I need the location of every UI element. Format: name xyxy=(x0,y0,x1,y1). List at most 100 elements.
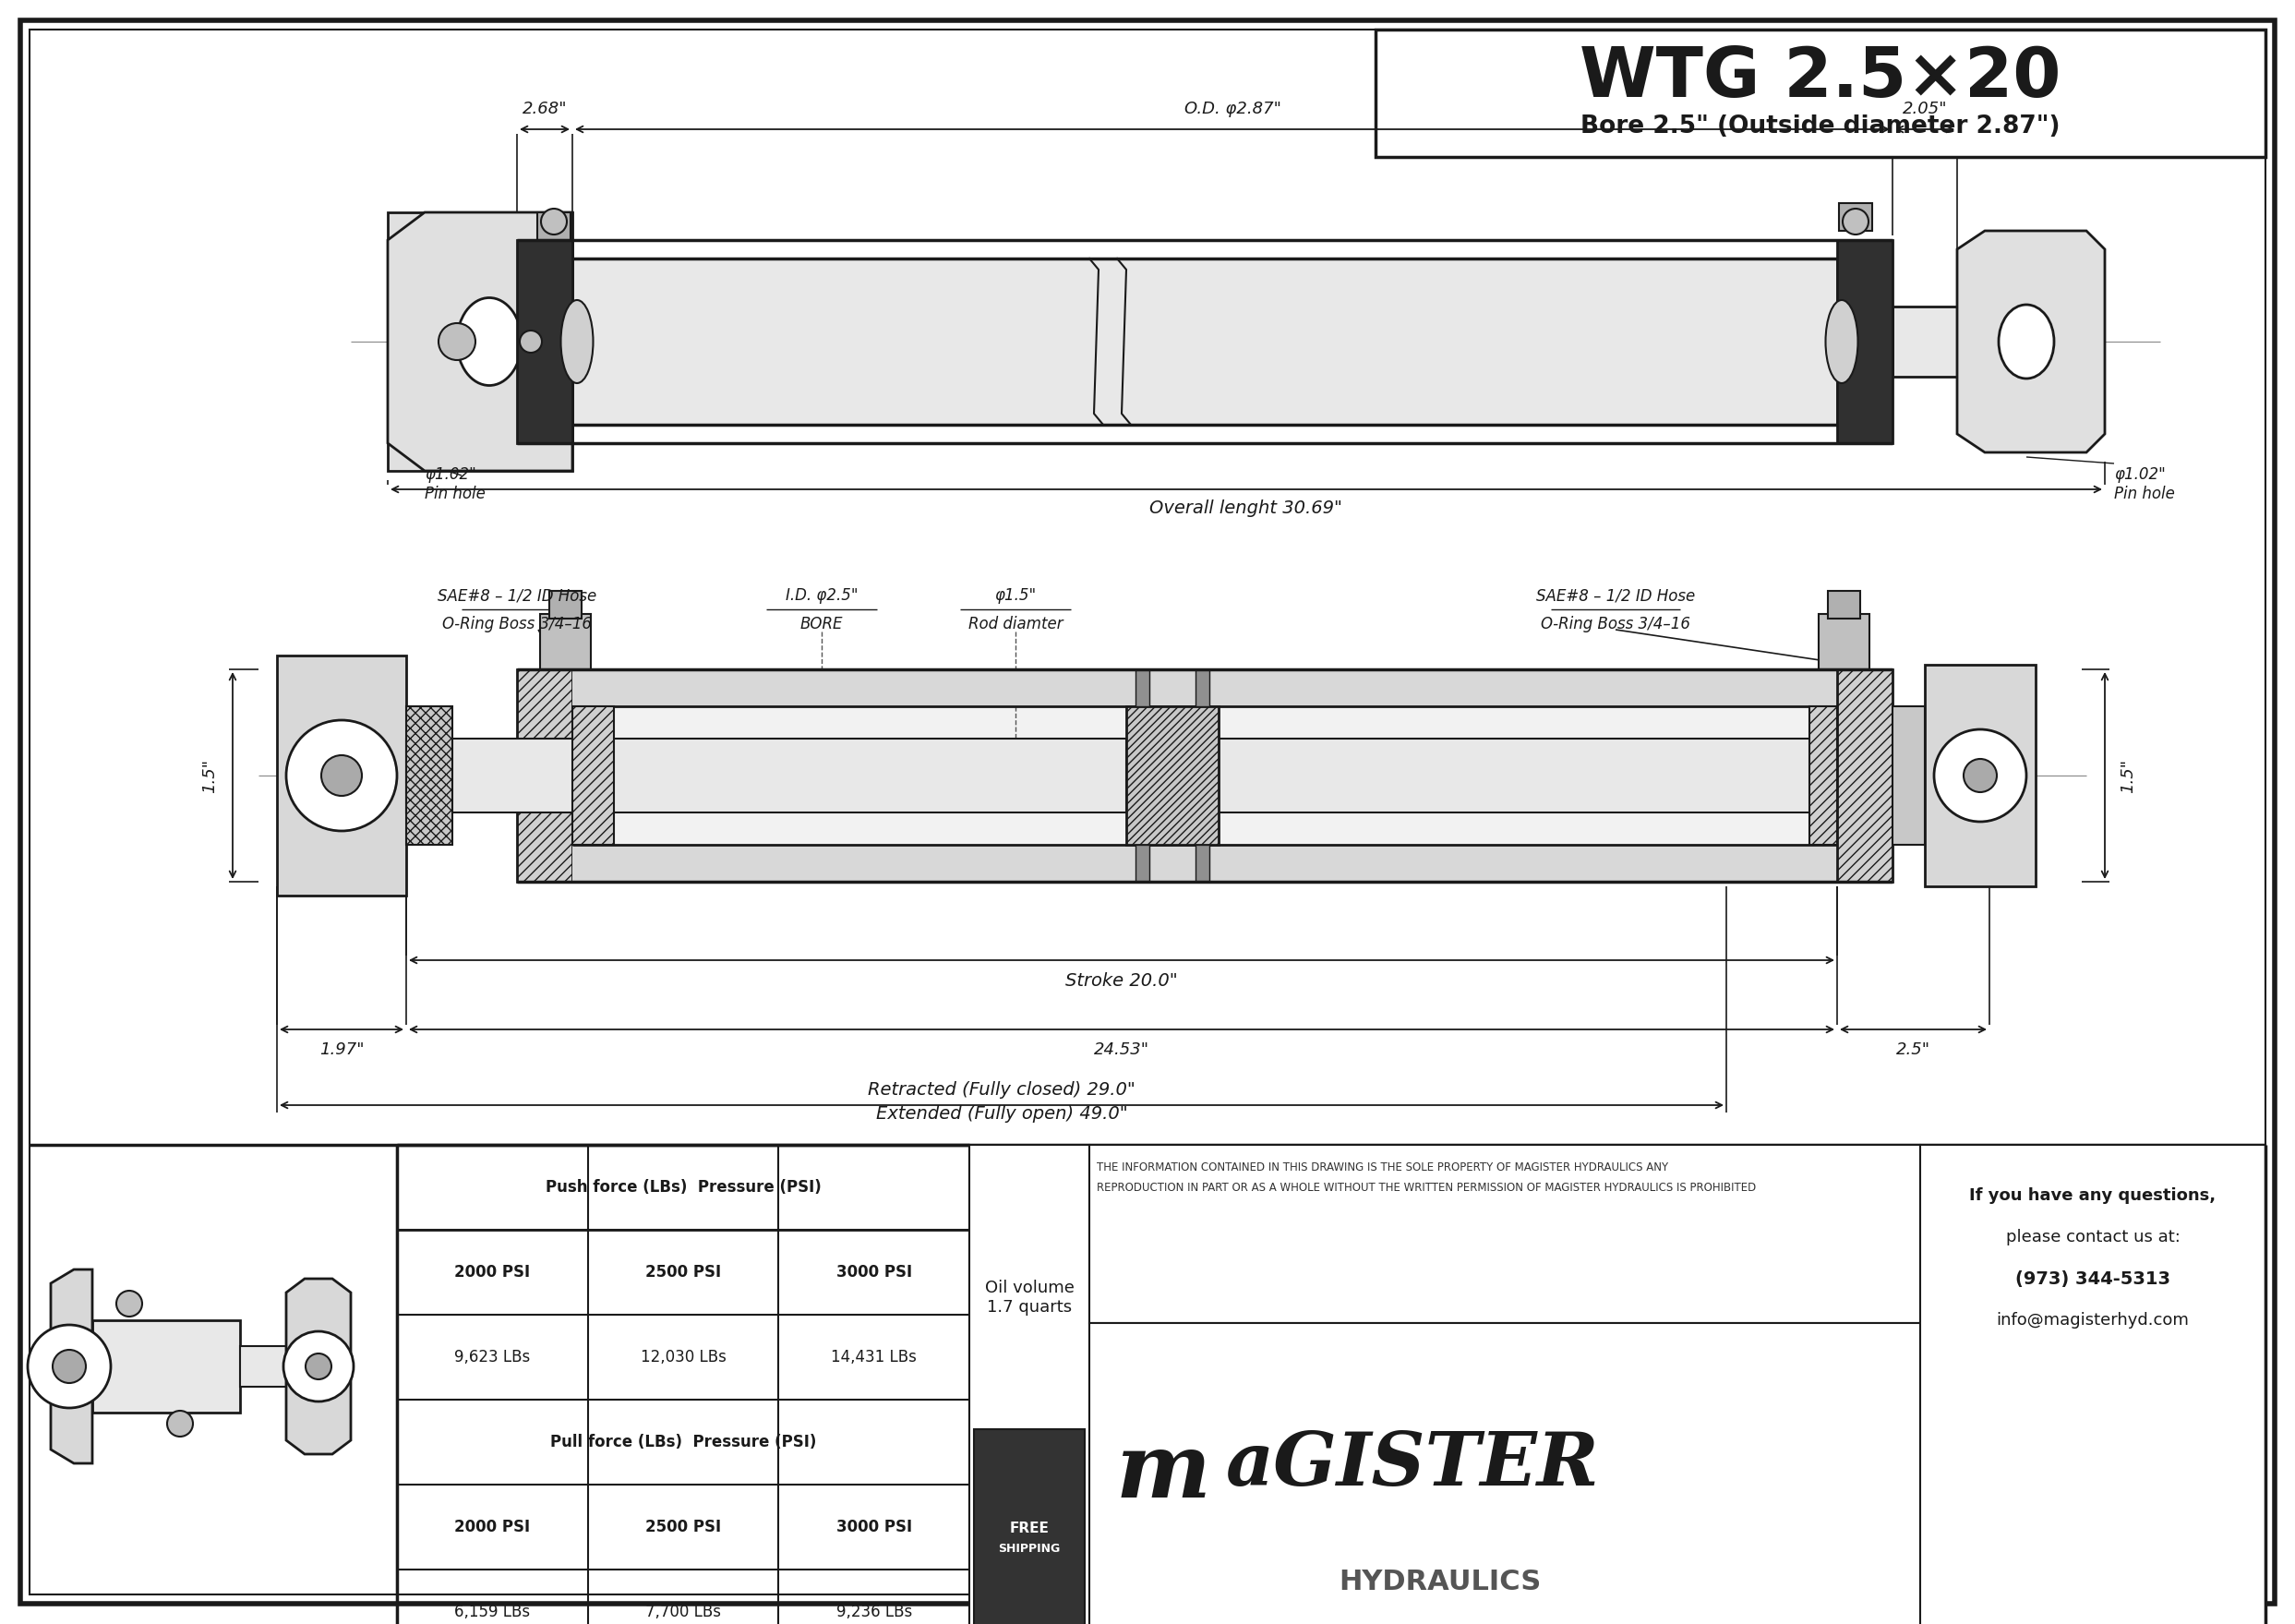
Text: please contact us at:: please contact us at: xyxy=(2006,1229,2180,1246)
Text: 6,159 LBs: 6,159 LBs xyxy=(454,1603,530,1621)
Text: BORE: BORE xyxy=(801,615,842,632)
Text: THE INFORMATION CONTAINED IN THIS DRAWING IS THE SOLE PROPERTY OF MAGISTER HYDRA: THE INFORMATION CONTAINED IN THIS DRAWIN… xyxy=(1097,1161,1668,1174)
Bar xyxy=(1818,614,1870,669)
Text: Bore 2.5" (Outside diameter 2.87"): Bore 2.5" (Outside diameter 2.87") xyxy=(1581,114,2061,138)
Text: φ1.02"
Pin hole: φ1.02" Pin hole xyxy=(2114,466,2176,502)
Bar xyxy=(1090,1145,1921,1324)
Text: 9,236 LBs: 9,236 LBs xyxy=(835,1603,911,1621)
Text: Overall lenght 30.69": Overall lenght 30.69" xyxy=(1150,499,1343,516)
Text: MAGISTER
HYDRAULICS: MAGISTER HYDRAULICS xyxy=(1042,287,1356,377)
Circle shape xyxy=(28,1325,110,1408)
Bar xyxy=(571,258,1836,425)
Text: 12,030 LBs: 12,030 LBs xyxy=(640,1350,725,1366)
Bar xyxy=(516,240,571,443)
Bar xyxy=(1136,669,1150,706)
Circle shape xyxy=(53,1350,85,1384)
Bar xyxy=(1196,669,1209,706)
Text: φ1.5": φ1.5" xyxy=(994,588,1037,604)
Text: φ1.02"
Pin hole: φ1.02" Pin hole xyxy=(425,466,487,502)
Circle shape xyxy=(1843,208,1868,234)
Text: If you have any questions,: If you have any questions, xyxy=(1969,1187,2217,1203)
Text: 1.5": 1.5" xyxy=(2121,758,2137,793)
Bar xyxy=(406,706,452,844)
Text: 2500 PSI: 2500 PSI xyxy=(645,1518,721,1535)
Ellipse shape xyxy=(457,297,521,385)
Circle shape xyxy=(1935,729,2026,822)
Polygon shape xyxy=(1958,231,2105,453)
Bar xyxy=(1893,307,1958,377)
Text: Retracted (Fully closed) 29.0": Retracted (Fully closed) 29.0" xyxy=(868,1080,1136,1098)
Text: 9,623 LBs: 9,623 LBs xyxy=(454,1350,530,1366)
Bar xyxy=(549,591,581,619)
Text: HYDRAULICS: HYDRAULICS xyxy=(1338,1569,1542,1595)
Text: 2500 PSI: 2500 PSI xyxy=(645,1263,721,1281)
Text: 1.97": 1.97" xyxy=(319,1041,365,1059)
Bar xyxy=(406,739,1127,812)
Text: (973) 344-5313: (973) 344-5313 xyxy=(2015,1270,2171,1288)
Polygon shape xyxy=(388,213,571,471)
Bar xyxy=(241,1346,287,1387)
Circle shape xyxy=(438,323,475,361)
Bar xyxy=(1090,1324,1921,1624)
Circle shape xyxy=(542,208,567,234)
Text: SAE#8 – 1/2 ID Hose: SAE#8 – 1/2 ID Hose xyxy=(438,588,597,604)
Bar xyxy=(968,1145,1090,1624)
Bar xyxy=(1893,706,1926,844)
Text: 24.53": 24.53" xyxy=(1095,1041,1150,1059)
Bar xyxy=(1838,203,1873,231)
Bar xyxy=(1921,1145,2265,1624)
Circle shape xyxy=(168,1411,193,1437)
Bar xyxy=(1827,591,1861,619)
Text: 7,700 LBs: 7,700 LBs xyxy=(645,1603,721,1621)
Text: m: m xyxy=(1115,1429,1212,1515)
Text: FREE: FREE xyxy=(1010,1522,1049,1535)
Text: Pull force (LBs)  Pressure (PSI): Pull force (LBs) Pressure (PSI) xyxy=(551,1434,817,1450)
Bar xyxy=(92,1320,241,1413)
Ellipse shape xyxy=(560,300,592,383)
Bar xyxy=(1219,739,1836,812)
Bar xyxy=(388,213,571,471)
Bar xyxy=(1375,29,2265,158)
Text: O.D. φ2.87": O.D. φ2.87" xyxy=(1184,101,1281,117)
Ellipse shape xyxy=(1999,305,2054,378)
Text: O-Ring Boss 3/4–16: O-Ring Boss 3/4–16 xyxy=(1540,615,1691,632)
Circle shape xyxy=(282,1332,353,1402)
Bar xyxy=(1836,240,1893,443)
Text: Rod diamter: Rod diamter xyxy=(968,615,1063,632)
Text: SHIPPING: SHIPPING xyxy=(998,1543,1060,1554)
Text: 2.5": 2.5" xyxy=(1896,1041,1930,1059)
Text: 3000 PSI: 3000 PSI xyxy=(835,1518,911,1535)
Text: 2.68": 2.68" xyxy=(523,101,567,117)
Text: WTG 2.5×20: WTG 2.5×20 xyxy=(1579,44,2061,112)
Text: 3000 PSI: 3000 PSI xyxy=(835,1263,911,1281)
Ellipse shape xyxy=(1825,300,1859,383)
Text: SAE#8 – 1/2 ID Hose: SAE#8 – 1/2 ID Hose xyxy=(1535,588,1696,604)
Text: aGISTER: aGISTER xyxy=(1226,1429,1600,1501)
Text: info@magisterhyd.com: info@magisterhyd.com xyxy=(1997,1312,2189,1328)
Text: I.D. φ2.5": I.D. φ2.5" xyxy=(785,588,858,604)
Text: 2.05": 2.05" xyxy=(1903,101,1946,117)
Polygon shape xyxy=(50,1270,92,1463)
Bar xyxy=(1836,669,1893,882)
Bar xyxy=(973,1429,1086,1624)
Text: 1.5": 1.5" xyxy=(202,758,218,793)
Circle shape xyxy=(305,1353,330,1379)
Bar xyxy=(539,614,590,669)
Bar xyxy=(571,669,1836,882)
Text: 2000 PSI: 2000 PSI xyxy=(454,1518,530,1535)
Bar xyxy=(1926,664,2036,887)
Bar xyxy=(537,213,571,240)
Circle shape xyxy=(287,719,397,831)
Polygon shape xyxy=(287,1278,351,1453)
Text: Oil volume
1.7 quarts: Oil volume 1.7 quarts xyxy=(985,1280,1074,1315)
Bar xyxy=(278,656,406,895)
Bar xyxy=(1196,844,1209,882)
Bar xyxy=(571,669,1836,706)
Text: O-Ring Boss 3/4–16: O-Ring Boss 3/4–16 xyxy=(443,615,592,632)
Bar xyxy=(1136,844,1150,882)
Bar xyxy=(571,844,1836,882)
Circle shape xyxy=(321,755,363,796)
Circle shape xyxy=(519,331,542,352)
Text: 2000 PSI: 2000 PSI xyxy=(454,1263,530,1281)
Bar xyxy=(571,706,613,844)
